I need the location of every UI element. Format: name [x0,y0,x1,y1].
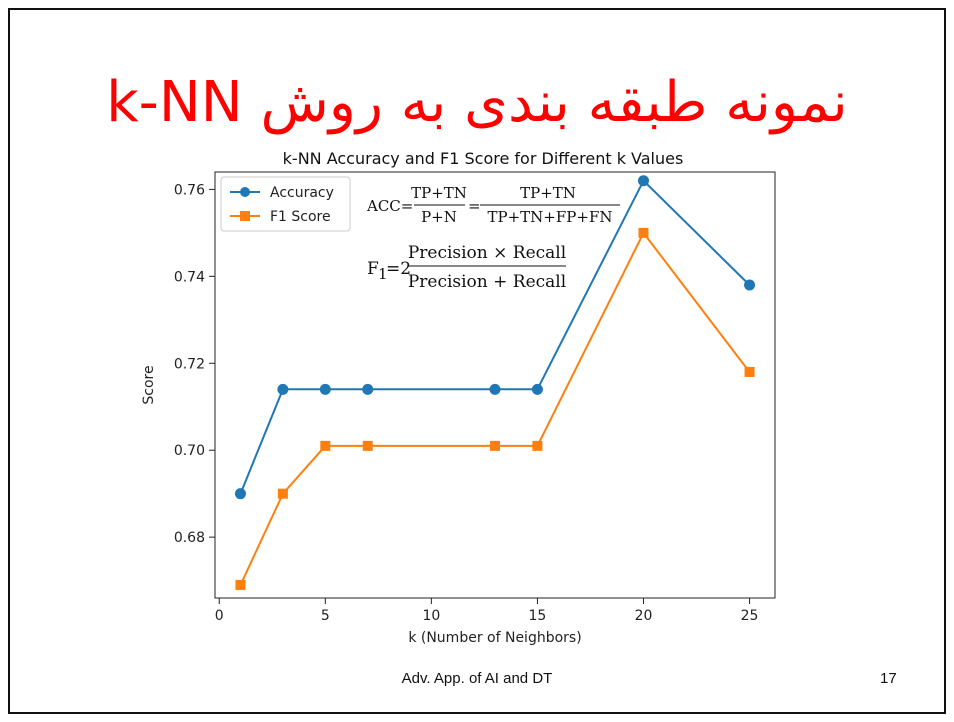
x-axis: 0 5 10 15 20 25 [215,598,759,624]
accuracy-point [531,383,543,395]
y-tick-label: 0.68 [174,530,205,546]
f1-score-point [235,579,246,590]
x-tick-label: 20 [635,608,653,624]
y-tick-label: 0.70 [174,443,205,459]
accuracy-point [234,488,246,500]
y-axis-title: Score [141,365,157,404]
chart-title: k-NN Accuracy and F1 Score for Different… [283,149,684,168]
slide-frame [8,8,946,714]
plot-area [214,171,776,599]
legend-f1-marker [240,211,250,221]
x-tick-label: 25 [741,608,759,624]
accuracy-point [637,175,649,187]
acc-numerator-1: TP+TN [411,184,467,202]
series-line-accuracy [239,179,751,495]
y-tick-label: 0.74 [174,269,205,285]
accuracy-formula: ACC= TP+TN P+N = TP+TN TP+TN+FP+FN [366,184,620,226]
legend-accuracy-label: Accuracy [270,185,334,201]
legend-accuracy-marker [240,187,250,197]
acc-denominator-2: TP+TN+FP+FN [488,208,613,226]
y-axis: 0.68 0.70 0.72 0.74 0.76 [174,182,215,546]
f1-lhs: F [367,259,379,279]
acc-equals: = [468,197,481,215]
series-layer [234,175,756,590]
accuracy-point [744,279,756,291]
y-tick-label: 0.76 [174,182,205,198]
f1-score-point [744,366,755,377]
accuracy-point [277,383,289,395]
x-tick-label: 15 [529,608,547,624]
x-axis-title: k (Number of Neighbors) [408,630,581,646]
legend-box [220,176,351,232]
x-tick-label: 0 [215,608,224,624]
slide-title: نمونه طبقه بندی به روش k-NN [106,70,848,135]
legend: Accuracy F1 Score [220,176,351,232]
f1-score-point [320,440,331,451]
y-tick-label: 0.72 [174,356,205,372]
slide-footer: Adv. App. of AI and DT [401,670,553,687]
f1-numerator: Precision × Recall [408,243,566,263]
f1-score-point [362,440,373,451]
accuracy-point [319,383,331,395]
acc-numerator-2: TP+TN [520,184,576,202]
f1-denominator: Precision + Recall [408,272,566,292]
legend-f1-label: F1 Score [270,209,331,225]
f1-score-point [638,227,649,238]
f1-formula: F 1 =2 Precision × Recall Precision + Re… [367,243,566,292]
f1-score-point [532,440,543,451]
page-number: 17 [880,670,897,687]
series-line-f1-score [239,231,751,586]
acc-lhs: ACC= [366,197,413,215]
accuracy-point [489,383,501,395]
f1-score-point [277,488,288,499]
f1-subscript: 1 [378,265,388,283]
acc-denominator-1: P+N [421,208,457,226]
f1-multiplier: =2 [386,259,411,279]
f1-score-point [490,440,500,451]
accuracy-point [362,383,374,395]
x-tick-label: 5 [321,608,330,624]
x-tick-label: 10 [422,608,440,624]
